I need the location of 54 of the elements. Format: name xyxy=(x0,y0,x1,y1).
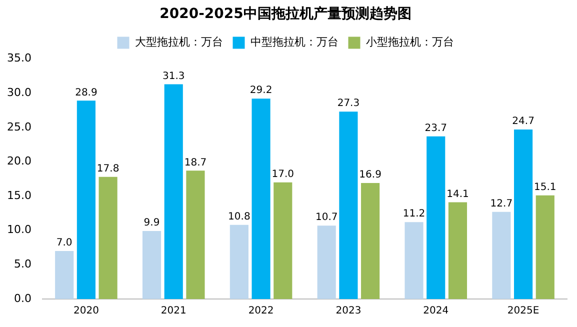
bar xyxy=(164,84,183,299)
data-label: 10.7 xyxy=(315,212,338,224)
data-label: 28.9 xyxy=(75,87,98,98)
x-tick-label: 2023 xyxy=(336,306,362,317)
bar xyxy=(252,98,270,299)
data-label: 23.7 xyxy=(424,122,448,134)
y-tick-label: 0.0 xyxy=(14,292,32,305)
y-tick-label: 20.0 xyxy=(6,154,32,168)
y-tick-label: 15.0 xyxy=(6,188,32,202)
y-tick-label: 10.0 xyxy=(6,223,32,236)
bar xyxy=(98,176,118,299)
bar xyxy=(536,195,554,299)
bar xyxy=(76,100,96,299)
y-tick-label: 25.0 xyxy=(6,120,32,134)
data-label: 9.9 xyxy=(144,218,160,229)
bar xyxy=(230,224,248,299)
data-label: 14.1 xyxy=(446,188,469,200)
bar xyxy=(317,226,336,299)
data-label: 18.7 xyxy=(184,157,207,168)
x-tick-label: 2025E xyxy=(507,306,540,317)
bar xyxy=(404,222,424,299)
bar xyxy=(426,136,446,299)
bar xyxy=(55,250,74,299)
y-tick-label: 35.0 xyxy=(6,52,32,65)
x-tick-label: 2021 xyxy=(160,306,186,317)
data-label: 24.7 xyxy=(512,116,534,128)
legend-label: 中型拖拉机：万台 xyxy=(250,36,338,49)
data-label: 29.2 xyxy=(250,85,272,96)
data-label: 17.0 xyxy=(272,168,294,180)
y-tick-label: 30.0 xyxy=(6,86,32,99)
data-label: 12.7 xyxy=(490,198,513,210)
data-label: 10.8 xyxy=(228,211,250,222)
legend-label: 小型拖拉机：万台 xyxy=(366,36,454,49)
x-tick-label: 2024 xyxy=(423,306,449,317)
data-label: 7.0 xyxy=(56,238,72,249)
data-label: 31.3 xyxy=(162,70,185,82)
data-label: 15.1 xyxy=(534,182,556,193)
y-tick-label: 5.0 xyxy=(14,258,32,271)
data-label: 16.9 xyxy=(359,170,382,181)
data-label: 17.8 xyxy=(96,163,120,174)
bar xyxy=(186,170,205,299)
legend-label: 大型拖拉机：万台 xyxy=(134,36,223,49)
x-tick-label: 2022 xyxy=(248,306,274,317)
bar xyxy=(514,129,533,299)
x-tick-label: 2020 xyxy=(73,306,99,317)
bar xyxy=(492,212,511,299)
bar xyxy=(142,231,162,299)
data-label: 27.3 xyxy=(337,98,360,110)
bar xyxy=(339,112,358,299)
bar xyxy=(448,202,468,299)
bar xyxy=(274,182,292,299)
bar xyxy=(361,183,380,299)
chart-title: 2020-2025中国拖拉机产量预测趋势图 xyxy=(160,5,412,22)
data-label: 11.2 xyxy=(402,208,426,220)
